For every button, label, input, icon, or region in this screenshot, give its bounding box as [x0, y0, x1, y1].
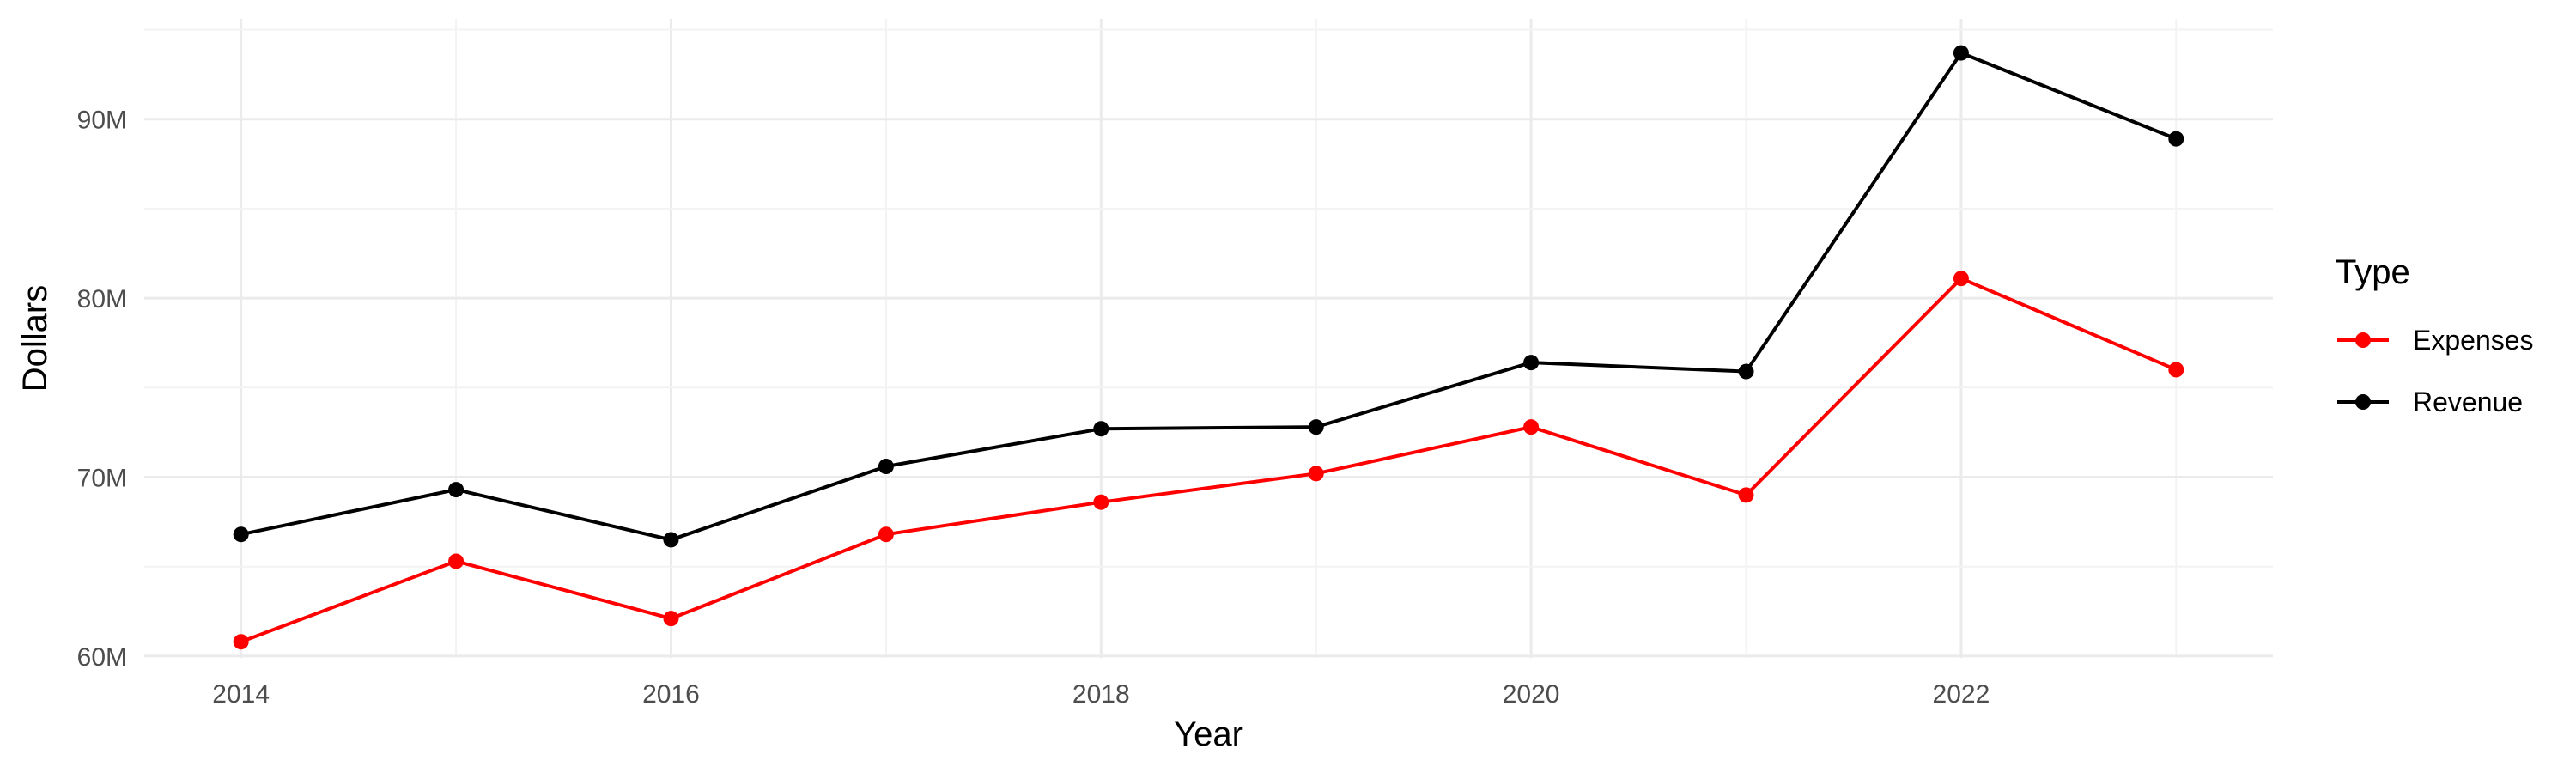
legend-item-expenses: Expenses: [2337, 325, 2534, 356]
data-point-revenue: [448, 482, 465, 498]
series-layer: [233, 45, 2184, 650]
data-point-expenses: [233, 634, 249, 650]
legend: Type Expenses Revenue: [2336, 253, 2534, 417]
grid-layer: [144, 19, 2273, 658]
x-tick-label: 2014: [212, 680, 270, 709]
x-tick-label: 2016: [642, 680, 700, 709]
tick-label-layer: 2014 2016 2018 2020 2022 60M 70M 80M 90M: [77, 107, 1990, 709]
x-tick-label: 2020: [1503, 680, 1560, 709]
data-point-expenses: [1093, 494, 1109, 510]
data-point-expenses: [878, 526, 894, 543]
legend-label-expenses: Expenses: [2413, 325, 2534, 356]
y-tick-label: 90M: [77, 107, 127, 135]
data-point-revenue: [2168, 131, 2184, 147]
data-point-revenue: [663, 532, 679, 548]
legend-label-revenue: Revenue: [2413, 386, 2523, 417]
data-point-revenue: [1523, 355, 1540, 371]
data-point-revenue: [1093, 421, 1109, 437]
y-axis-title: Dollars: [16, 285, 54, 392]
data-point-revenue: [233, 526, 249, 543]
y-tick-label: 60M: [77, 643, 127, 672]
legend-marker-expenses: [2355, 332, 2371, 348]
data-point-revenue: [1953, 45, 1969, 61]
data-point-expenses: [1738, 487, 1754, 503]
x-axis-title: Year: [1174, 715, 1243, 753]
legend-title: Type: [2336, 253, 2410, 291]
data-point-expenses: [448, 553, 465, 569]
x-tick-label: 2022: [1933, 680, 1990, 709]
data-point-expenses: [663, 611, 679, 627]
series-line-revenue: [239, 51, 2178, 542]
data-point-expenses: [1308, 466, 1324, 482]
series-line-expenses: [239, 277, 2178, 644]
data-point-expenses: [1523, 419, 1540, 435]
x-tick-label: 2018: [1072, 680, 1130, 709]
data-point-revenue: [1308, 419, 1324, 435]
y-tick-label: 80M: [77, 285, 127, 313]
data-point-expenses: [2168, 362, 2184, 378]
data-point-expenses: [1953, 271, 1969, 287]
data-point-revenue: [1738, 363, 1754, 380]
data-point-revenue: [878, 459, 894, 475]
legend-item-revenue: Revenue: [2337, 386, 2523, 417]
legend-marker-revenue: [2355, 394, 2371, 410]
y-tick-label: 70M: [77, 465, 127, 493]
